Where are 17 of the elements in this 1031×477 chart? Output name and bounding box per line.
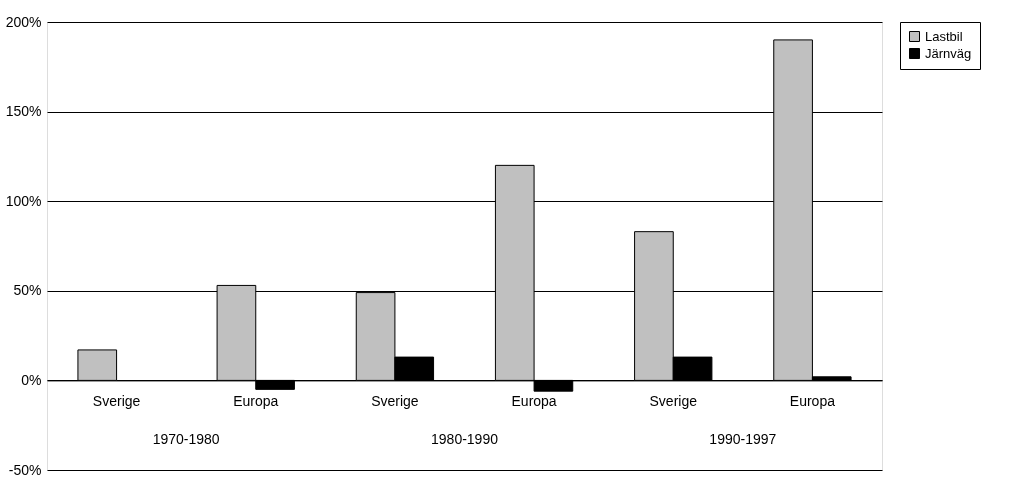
- legend-label: Järnväg: [925, 45, 972, 61]
- y-tick-label: 200%: [5, 13, 42, 30]
- x-tick-label: Sverige: [649, 392, 698, 409]
- x-tick-label: Europa: [511, 392, 557, 409]
- y-tick-label: 100%: [5, 192, 42, 209]
- x-tick-label: Europa: [233, 392, 279, 409]
- y-tick-label: 0%: [21, 371, 42, 388]
- y-tick-label: -50%: [8, 461, 42, 477]
- y-tick-label: 150%: [5, 103, 42, 120]
- annotation: 1990-1997: [709, 431, 777, 448]
- x-tick-label: Sverige: [371, 392, 419, 409]
- legend-label: Lastbil: [925, 28, 963, 44]
- x-tick-label: Sverige: [92, 392, 141, 409]
- y-tick-label: 50%: [13, 282, 42, 299]
- x-tick-label: Europa: [789, 392, 836, 409]
- annotation: 1970-1980: [152, 431, 220, 448]
- annotation: 1980-1990: [431, 431, 499, 448]
